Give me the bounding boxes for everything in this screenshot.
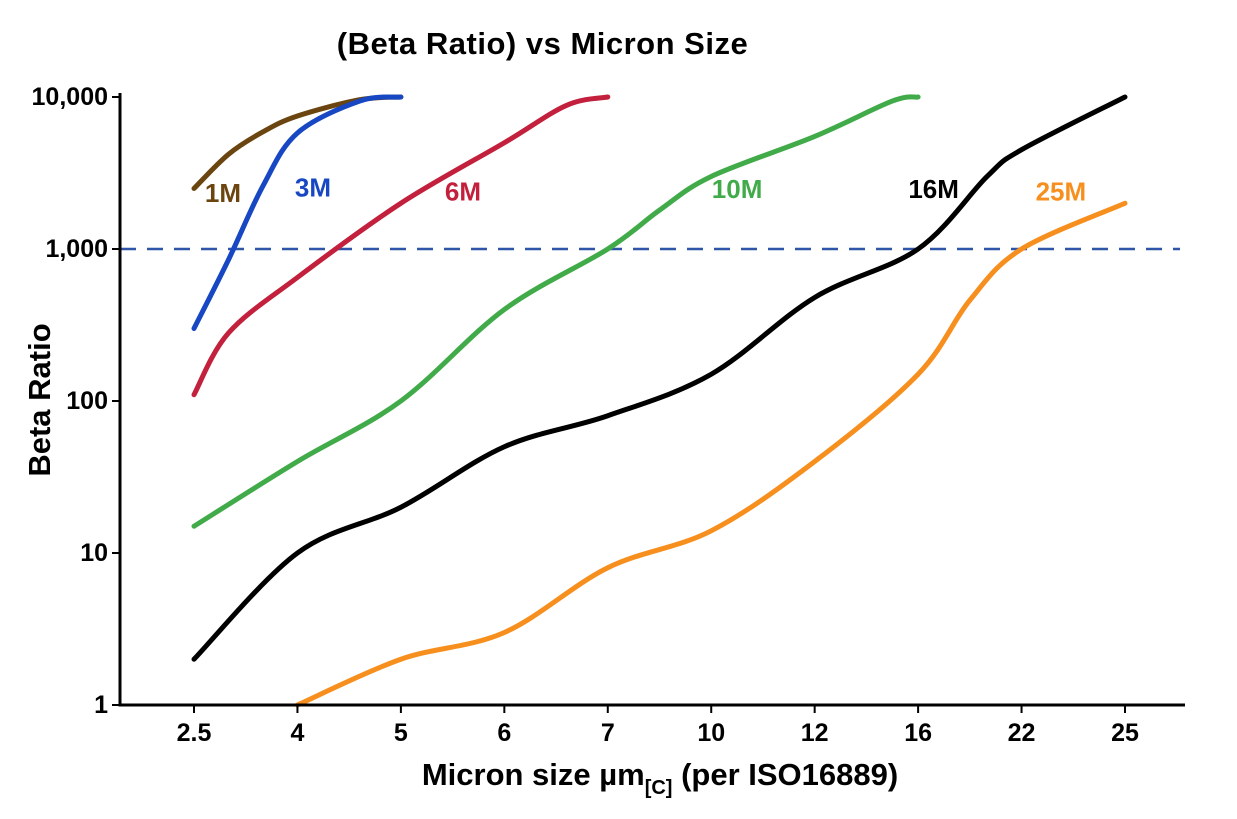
x-tick-label-5: 5 <box>394 719 408 747</box>
series-label-10M: 10M <box>712 174 763 204</box>
y-tick-label-1,000: 1,000 <box>45 235 108 263</box>
x-tick-label-25: 25 <box>1111 719 1139 747</box>
series-line-10M <box>191 94 921 529</box>
x-tick-label-12: 12 <box>801 719 829 747</box>
series-line-25M <box>294 200 1128 708</box>
series-label-1M: 1M <box>205 178 241 208</box>
x-tick-label-4: 4 <box>290 719 304 747</box>
x-tick-label-22: 22 <box>1008 719 1036 747</box>
series-line-3M <box>191 94 404 331</box>
x-axis-title-subscript: [C] <box>644 777 673 799</box>
y-tick-label-10,000: 10,000 <box>32 83 108 111</box>
y-tick-label-100: 100 <box>66 387 108 415</box>
x-axis-title-suffix: (per ISO16889) <box>672 757 899 792</box>
series-label-3M: 3M <box>295 173 331 203</box>
series-label-16M: 16M <box>908 174 959 204</box>
series-curves <box>191 94 1128 708</box>
x-tick-label-2.5: 2.5 <box>177 719 212 747</box>
y-tick-label-1: 1 <box>94 691 108 719</box>
y-tick-label-10: 10 <box>80 539 108 567</box>
x-tick-label-16: 16 <box>904 719 932 747</box>
x-axis-title: Micron size µm[C] (per ISO16889) <box>85 757 1235 800</box>
series-line-6M <box>191 94 611 398</box>
x-axis-title-main: Micron size µm <box>421 757 645 792</box>
series-label-6M: 6M <box>445 177 481 207</box>
x-tick-label-7: 7 <box>601 719 615 747</box>
x-tick-label-6: 6 <box>497 719 511 747</box>
x-tick-label-10: 10 <box>697 719 725 747</box>
series-label-25M: 25M <box>1036 177 1087 207</box>
chart-title: (Beta Ratio) vs Micron Size <box>336 26 749 61</box>
series-line-16M <box>191 94 1128 662</box>
